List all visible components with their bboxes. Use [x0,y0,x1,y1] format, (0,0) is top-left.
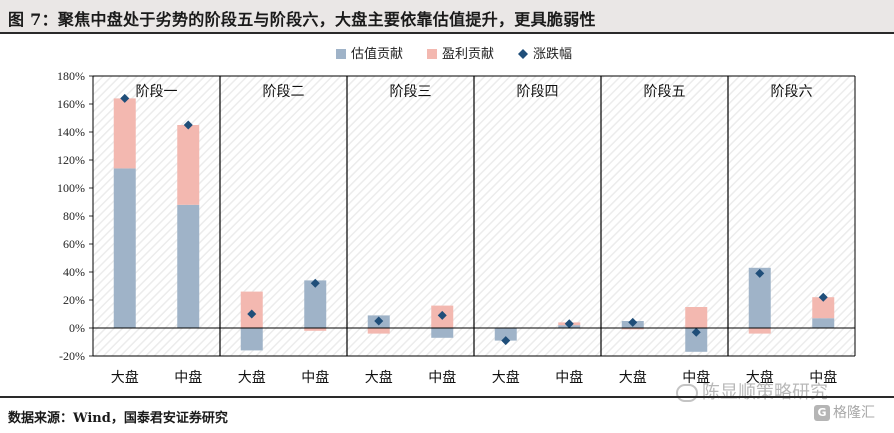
y-tick-label: 60% [63,237,85,251]
stage-label: 阶段三 [390,84,432,100]
change-marker [120,93,130,103]
earnings-bar [621,328,644,330]
stacked-bar-chart: -20% 0% 20% 40% 60% 80% 100% 120% 140% 160% 180% 阶段… [57,46,856,386]
change-marker [247,309,257,319]
x-category-label: 中盘 [809,369,837,386]
y-tick-label: 0% [69,321,85,335]
change-marker [183,120,193,130]
legend-swatch [427,49,437,59]
valuation-bar [685,328,708,352]
valuation-bar [812,318,835,328]
stage-label: 阶段二 [263,84,305,100]
y-tick-label: 120% [57,153,85,167]
valuation-bar [431,328,454,338]
change-marker [310,278,320,288]
x-category-label: 大盘 [492,369,520,386]
legend-label: 涨跌幅 [533,46,572,62]
x-category-label: 大盘 [111,369,139,386]
source-note: 数据来源：Wind，国泰君安证券研究 [8,411,228,426]
x-category-label: 大盘 [619,369,647,386]
change-marker [628,317,638,327]
y-tick-label: 140% [57,125,85,139]
title-bar: 图 7：聚焦中盘处于劣势的阶段五与阶段六，大盘主要依靠估值提升，更具脆弱性 [0,0,894,34]
y-tick-label: 100% [57,181,85,195]
stage-label: 阶段六 [771,84,813,100]
change-marker [818,292,828,302]
y-tick-label: 20% [63,293,85,307]
legend-label: 估值贡献 [351,46,403,62]
chart-title: 图 7：聚焦中盘处于劣势的阶段五与阶段六，大盘主要依靠估值提升，更具脆弱性 [8,10,596,29]
y-tick-label: 40% [63,265,85,279]
x-category-label: 大盘 [746,369,774,386]
legend-swatch [336,49,346,59]
x-category-label: 中盘 [682,369,710,386]
badge-text: 格隆汇 [833,405,875,421]
footer: 数据来源：Wind，国泰君安证券研究 [0,396,894,433]
valuation-bar [177,204,200,328]
badge-logo-icon: G [814,405,830,421]
earnings-bar [177,125,200,205]
earnings-bar [113,98,136,169]
earnings-bar [367,328,390,334]
change-marker [564,319,574,329]
valuation-bar [304,280,327,328]
legend-label: 盈利贡献 [442,47,494,62]
change-marker [437,310,447,320]
y-tick-label: 180% [57,69,85,83]
earnings-bar [748,328,771,334]
change-marker [374,316,384,326]
change-marker [691,327,701,337]
y-tick-label: -20% [59,349,85,363]
x-category-label: 中盘 [555,369,583,386]
wechat-icon [676,384,698,402]
x-category-label: 中盘 [174,369,202,386]
valuation-bar [240,328,263,351]
change-marker [755,268,765,278]
valuation-bar [494,328,517,341]
valuation-bar [748,267,771,328]
stage-label: 阶段五 [644,84,686,100]
y-tick-label: 160% [57,97,85,111]
valuation-bar [113,168,136,328]
watermark-badge: G 格隆汇 [814,402,875,422]
earnings-bar [812,297,835,319]
change-marker [501,336,511,346]
x-category-label: 大盘 [238,369,266,386]
x-category-label: 中盘 [301,369,329,386]
stage-label: 阶段一 [136,84,178,100]
legend-swatch [518,49,528,59]
x-category-label: 大盘 [365,369,393,386]
x-category-label: 中盘 [428,369,456,386]
stage-label: 阶段四 [517,84,559,100]
earnings-bar [304,328,327,331]
earnings-bar [685,307,708,328]
y-tick-label: 80% [63,209,85,223]
